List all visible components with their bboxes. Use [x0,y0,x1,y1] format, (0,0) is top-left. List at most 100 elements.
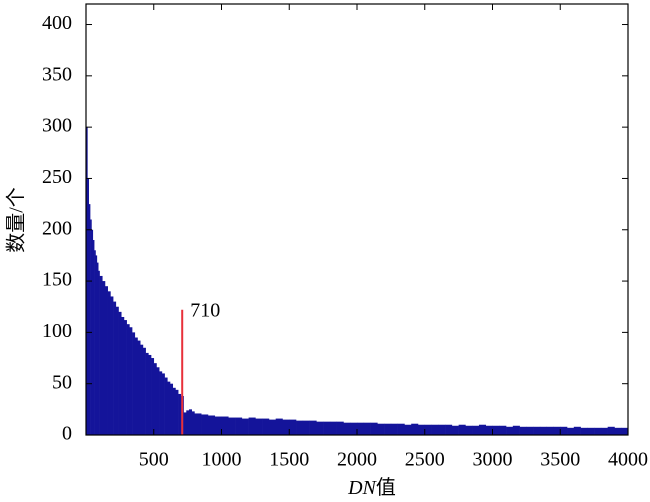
bar [107,291,111,435]
bar [201,414,209,435]
bar [221,416,229,435]
bar [167,381,171,435]
bar [151,358,155,435]
x-tick-label: 1000 [202,449,242,471]
bar [329,421,337,435]
bar [275,418,283,435]
bar [370,422,378,435]
plot-frame [85,3,629,436]
x-axis-label: DN值 [347,476,396,499]
y-tick-label: 400 [42,12,72,34]
bar [451,425,459,435]
bar [472,425,480,435]
bar [248,417,256,435]
bar [88,204,91,435]
y-tick-label: 100 [42,320,72,342]
bar [438,424,446,435]
bar [607,426,615,435]
bar [539,426,547,435]
bar [90,219,92,435]
bar [115,306,119,435]
bar [92,240,95,435]
bar [164,377,168,435]
bar [424,424,432,435]
bar [621,427,629,435]
bar [188,409,192,435]
bar [140,344,144,435]
bar [129,327,133,435]
bar [121,316,125,435]
bar [104,286,108,435]
bar [560,426,568,435]
y-tick-label: 150 [42,269,72,291]
bar [384,423,392,435]
x-tick-label: 3000 [473,449,513,471]
bar [594,427,602,435]
bar [519,426,527,435]
x-tick-label: 2500 [405,449,445,471]
bar [132,332,136,435]
bar [458,424,466,435]
bar [178,393,182,435]
bar [95,255,98,435]
x-tick-label: 500 [139,449,169,471]
bar [153,363,157,435]
bar [492,425,500,435]
bar [587,427,595,435]
bar [145,352,149,435]
bar [499,425,507,435]
bar [485,425,493,435]
bar [142,347,146,435]
bar [110,296,114,435]
bar [445,424,453,435]
bar [553,426,561,435]
bar [526,426,534,435]
bar [546,426,554,435]
bar [170,383,174,435]
bar [214,416,222,435]
bar [235,417,243,435]
bar [134,337,138,435]
bar [343,422,351,435]
y-tick-label: 200 [42,217,72,239]
bar [191,411,195,435]
bar [98,270,100,435]
bar [282,419,290,435]
bar [207,415,216,435]
bar [228,417,236,435]
bar [183,412,187,435]
bar [573,426,581,435]
bar [350,422,358,435]
bar [567,427,575,435]
bar [404,424,412,435]
bar [172,387,176,435]
bar [411,423,419,435]
bar [102,281,106,435]
bar [357,422,365,435]
bar [397,423,405,435]
bar [431,424,439,435]
bar [123,320,127,435]
y-tick-label: 300 [42,115,72,137]
bar [268,419,276,435]
bar [377,423,385,435]
x-axis-label-part: DN [347,477,377,499]
y-tick-label: 350 [42,63,72,85]
bar [156,367,160,435]
bar [87,178,90,435]
bar [478,424,487,435]
bar [316,421,324,435]
bar [296,420,304,435]
bar [417,424,426,435]
bar [336,421,344,435]
bar [175,389,179,435]
bar [241,418,249,435]
bar [96,262,99,435]
bar [533,426,541,435]
bar [465,425,473,435]
bar [302,420,310,435]
bar [137,340,141,435]
y-tick-label: 50 [52,371,72,393]
bar [118,311,122,435]
